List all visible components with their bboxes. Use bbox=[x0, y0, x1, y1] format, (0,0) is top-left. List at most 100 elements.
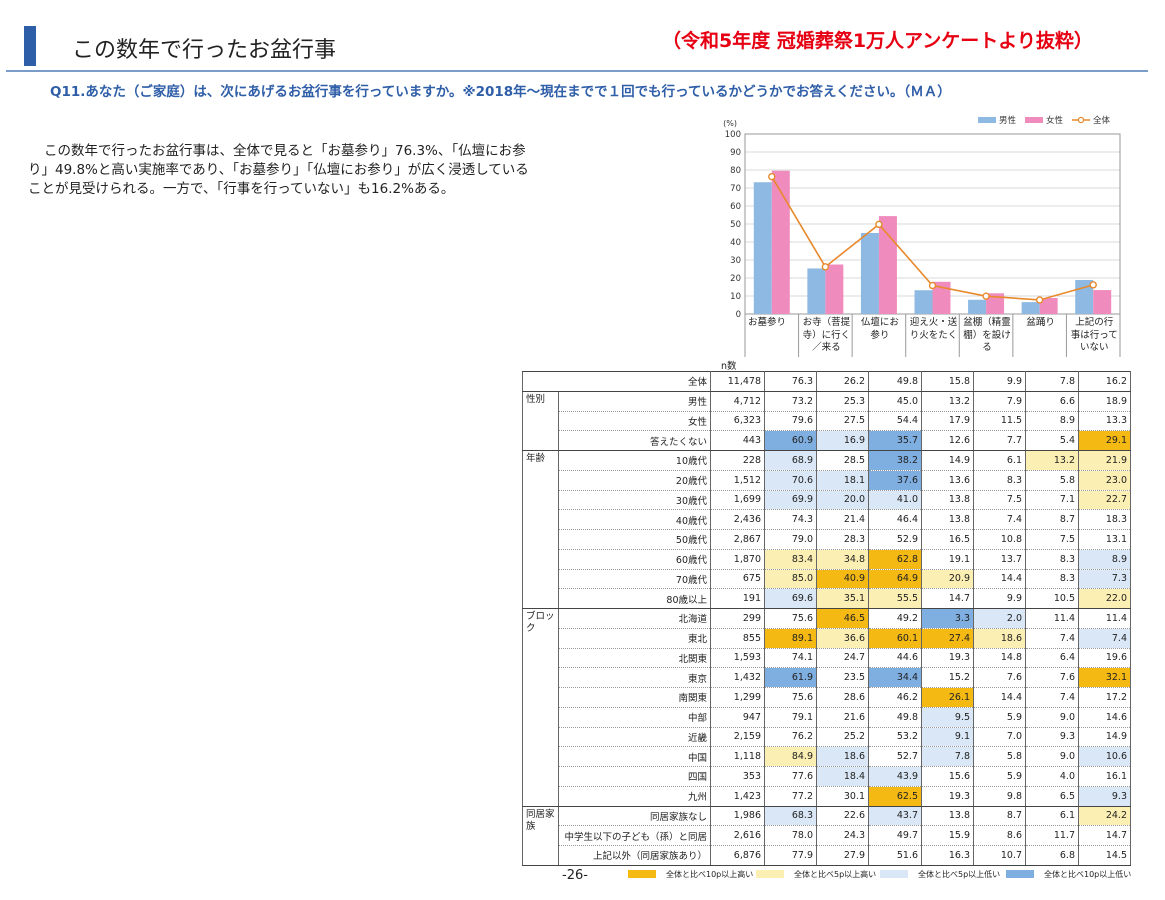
value-cell: 17.9 bbox=[921, 410, 974, 432]
y-tick-label: 50 bbox=[730, 220, 741, 230]
bar-line-chart: 0 10 20 30 40 50 60 70 80 90 100 (%) 男性 女性 全体 bbox=[723, 115, 1121, 357]
highlight-swatch bbox=[1006, 870, 1034, 878]
n-cell: 6,323 bbox=[710, 410, 765, 432]
value-cell: 21.6 bbox=[816, 706, 869, 728]
value-cell: 14.6 bbox=[1078, 706, 1131, 728]
value-cell: 14.4 bbox=[973, 568, 1026, 590]
value-cell: 41.0 bbox=[868, 489, 922, 511]
highlight-label: 全体と比べ5p以上高い bbox=[794, 869, 877, 879]
value-cell: 8.7 bbox=[1025, 509, 1079, 530]
value-cell: 7.7 bbox=[973, 430, 1026, 451]
category-label: お寺（菩提 寺）に行く ／来る bbox=[802, 317, 851, 353]
value-cell: 3.3 bbox=[921, 608, 974, 629]
n-cell: 2,616 bbox=[710, 825, 765, 846]
table-row-total: 全体 11,478 76.3 26.2 49.8 15.8 9.9 7.8 16.2 bbox=[522, 371, 1131, 392]
value-cell: 77.2 bbox=[764, 785, 817, 807]
y-tick-label: 40 bbox=[730, 238, 741, 248]
n-cell: 4,712 bbox=[710, 390, 765, 412]
table-row: 中学生以下の子ども（孫）と同居 2,616 78.0 24.3 49.7 15.9 8.6 1… bbox=[523, 825, 1131, 846]
value-cell: 9.0 bbox=[1025, 746, 1079, 767]
table-row: 女性 6,323 79.6 27.5 54.4 17.9 11.5 8.9 13.3 bbox=[523, 410, 1131, 432]
table-row: 年齢 10歳代 228 68.9 28.5 38.2 14.9 6.1 13.2 21.9 bbox=[522, 450, 1131, 609]
legend-swatch bbox=[1025, 117, 1043, 123]
row-label: 中国 bbox=[558, 746, 711, 767]
summary-text: この数年で行ったお盆行事は、全体で見ると「お墓参り」76.3%、「仏壇にお参り」… bbox=[28, 143, 529, 197]
value-cell: 74.1 bbox=[764, 647, 817, 669]
value-cell: 25.2 bbox=[816, 726, 869, 748]
n-cell: 11,478 bbox=[710, 371, 765, 392]
value-cell: 6.1 bbox=[1025, 805, 1079, 827]
value-cell: 74.3 bbox=[764, 509, 817, 530]
title-divider bbox=[6, 70, 1148, 72]
value-cell: 85.0 bbox=[764, 568, 817, 590]
bar-female bbox=[1039, 297, 1058, 314]
value-cell: 25.3 bbox=[816, 390, 869, 412]
table-row: 東京 1,432 61.9 23.5 34.4 15.2 7.6 7.6 32.1 bbox=[523, 667, 1131, 688]
y-tick-label: 10 bbox=[730, 292, 741, 302]
value-cell: 83.4 bbox=[764, 548, 817, 570]
value-cell: 51.6 bbox=[868, 845, 922, 866]
value-cell: 6.6 bbox=[1025, 390, 1079, 412]
value-cell: 49.8 bbox=[868, 371, 922, 392]
value-cell: 9.1 bbox=[921, 726, 974, 748]
value-cell: 75.6 bbox=[764, 687, 817, 708]
legend-swatch bbox=[978, 117, 996, 123]
value-cell: 44.6 bbox=[868, 647, 922, 669]
value-cell: 27.9 bbox=[816, 845, 869, 866]
value-cell: 19.3 bbox=[921, 647, 974, 669]
category-label: 上記の行 事は行って いない bbox=[1070, 317, 1118, 353]
y-tick-label: 30 bbox=[730, 256, 741, 266]
value-cell: 12.6 bbox=[921, 430, 974, 451]
value-cell: 52.7 bbox=[868, 746, 922, 767]
value-cell: 7.4 bbox=[1025, 687, 1079, 708]
value-cell: 18.6 bbox=[816, 746, 869, 767]
highlight-legend-item: 全体と比べ10p以上低い bbox=[1006, 869, 1131, 879]
value-cell: 76.3 bbox=[764, 371, 817, 392]
value-cell: 28.5 bbox=[816, 450, 869, 471]
row-label: 80歳以上 bbox=[558, 588, 711, 609]
table-row: 20歳代 1,512 70.6 18.1 37.6 13.6 8.3 5.8 23.0 bbox=[523, 469, 1131, 491]
value-cell: 69.9 bbox=[764, 489, 817, 511]
value-cell: 36.6 bbox=[816, 627, 869, 649]
value-cell: 9.8 bbox=[973, 785, 1026, 807]
group-label: ブロック bbox=[522, 608, 559, 807]
highlight-legend-item: 全体と比べ5p以上高い bbox=[756, 869, 876, 879]
highlight-label: 全体と比べ10p以上低い bbox=[1044, 869, 1132, 879]
row-label: 20歳代 bbox=[558, 469, 711, 491]
bar-male bbox=[807, 268, 826, 314]
value-cell: 75.6 bbox=[764, 608, 817, 629]
row-label: 全体 bbox=[522, 371, 711, 392]
bar-female bbox=[932, 281, 951, 314]
value-cell: 14.9 bbox=[921, 450, 974, 471]
value-cell: 52.9 bbox=[868, 529, 922, 550]
value-cell: 73.2 bbox=[764, 390, 817, 412]
row-label: 九州 bbox=[558, 785, 711, 807]
value-cell: 13.2 bbox=[921, 390, 974, 412]
table-row: 四国 353 77.6 18.4 43.9 15.6 5.9 4.0 16.1 bbox=[523, 766, 1131, 787]
value-cell: 46.2 bbox=[868, 687, 922, 708]
value-cell: 6.8 bbox=[1025, 845, 1079, 866]
value-cell: 9.5 bbox=[921, 706, 974, 728]
y-tick-label: 20 bbox=[730, 274, 741, 284]
row-label: 70歳代 bbox=[558, 568, 711, 590]
highlight-legend-item: 全体と比べ10p以上高い bbox=[628, 869, 753, 879]
table-row: 九州 1,423 77.2 30.1 62.5 19.3 9.8 6.5 9.3 bbox=[523, 785, 1131, 807]
value-cell: 68.9 bbox=[764, 450, 817, 471]
value-cell: 28.6 bbox=[816, 687, 869, 708]
value-cell: 9.0 bbox=[1025, 706, 1079, 728]
highlight-swatch bbox=[628, 870, 656, 878]
value-cell: 79.1 bbox=[764, 706, 817, 728]
n-cell: 353 bbox=[710, 766, 765, 787]
y-axis-unit: (%) bbox=[723, 119, 737, 128]
table-row: 70歳代 675 85.0 40.9 64.9 20.9 14.4 8.3 7.3 bbox=[523, 568, 1131, 590]
row-label: 答えたくない bbox=[558, 430, 711, 451]
n-cell: 299 bbox=[710, 608, 765, 629]
value-cell: 68.3 bbox=[764, 805, 817, 827]
legend-label: 女性 bbox=[1046, 115, 1064, 126]
line-point bbox=[821, 263, 830, 271]
value-cell: 5.9 bbox=[973, 706, 1026, 728]
line-point bbox=[1035, 296, 1044, 304]
bar-female bbox=[771, 170, 790, 314]
title-accent-bar bbox=[24, 26, 36, 66]
value-cell: 2.0 bbox=[973, 608, 1026, 629]
